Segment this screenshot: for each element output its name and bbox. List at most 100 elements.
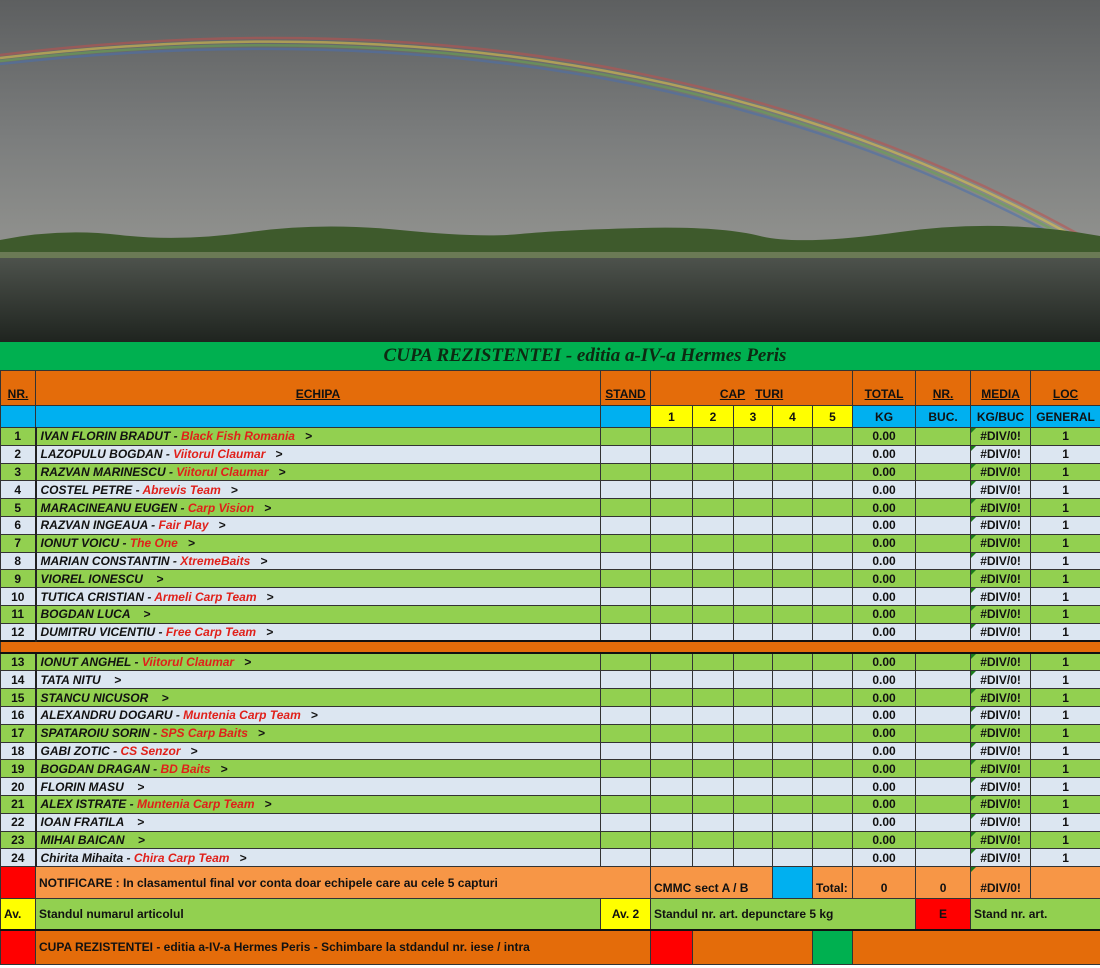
- round-2-cell[interactable]: [692, 622, 734, 642]
- nr-buc-cell[interactable]: [915, 551, 972, 571]
- round-1-cell[interactable]: [650, 741, 693, 761]
- round-3-cell[interactable]: [733, 622, 773, 642]
- round-5-cell[interactable]: [811, 444, 854, 464]
- nr-buc-cell[interactable]: [915, 462, 972, 482]
- round-5-cell[interactable]: [811, 515, 854, 535]
- nr-buc-cell[interactable]: [915, 812, 972, 832]
- round-4-cell[interactable]: [772, 604, 813, 624]
- round-4-cell[interactable]: [772, 652, 813, 672]
- round-5-cell[interactable]: [811, 533, 854, 553]
- round-5-cell[interactable]: [811, 498, 854, 517]
- nr-buc-cell[interactable]: [915, 444, 972, 464]
- nr-buc-cell[interactable]: [915, 759, 972, 779]
- round-5-cell[interactable]: [811, 604, 854, 624]
- round-5-cell[interactable]: [811, 794, 854, 814]
- round-5-cell[interactable]: [811, 652, 854, 672]
- round-2-cell[interactable]: [692, 427, 734, 446]
- round-1-cell[interactable]: [650, 688, 693, 707]
- round-1-cell[interactable]: [650, 759, 693, 779]
- round-4-cell[interactable]: [772, 794, 813, 814]
- round-1-cell[interactable]: [650, 515, 693, 535]
- team-cell[interactable]: ALEX ISTRATE - Muntenia Carp Team >: [34, 794, 601, 814]
- round-4-cell[interactable]: [772, 427, 813, 446]
- nr-buc-cell[interactable]: [915, 830, 972, 850]
- team-cell[interactable]: MIHAI BAICAN >: [34, 830, 601, 850]
- round-3-cell[interactable]: [733, 498, 773, 517]
- round-4-cell[interactable]: [772, 723, 813, 743]
- round-4-cell[interactable]: [772, 848, 813, 868]
- round-4-cell[interactable]: [772, 462, 813, 482]
- stand-cell[interactable]: [600, 498, 651, 517]
- stand-cell[interactable]: [600, 587, 651, 606]
- round-2-cell[interactable]: [692, 741, 734, 761]
- nr-buc-cell[interactable]: [915, 427, 972, 446]
- round-1-cell[interactable]: [650, 622, 693, 642]
- round-2-cell[interactable]: [692, 533, 734, 553]
- round-2-cell[interactable]: [692, 551, 734, 571]
- round-3-cell[interactable]: [733, 462, 773, 482]
- team-cell[interactable]: IONUT ANGHEL - Viitorul Claumar >: [34, 652, 601, 672]
- round-1-cell[interactable]: [650, 444, 693, 464]
- nr-buc-cell[interactable]: [915, 587, 972, 606]
- nr-buc-cell[interactable]: [915, 723, 972, 743]
- round-1-cell[interactable]: [650, 777, 693, 796]
- stand-cell[interactable]: [600, 723, 651, 743]
- stand-cell[interactable]: [600, 604, 651, 624]
- round-3-cell[interactable]: [733, 670, 773, 690]
- round-1-cell[interactable]: [650, 587, 693, 606]
- round-2-cell[interactable]: [692, 480, 734, 500]
- round-3-cell[interactable]: [733, 723, 773, 743]
- round-1-cell[interactable]: [650, 551, 693, 571]
- round-5-cell[interactable]: [811, 688, 854, 707]
- round-3-cell[interactable]: [733, 830, 773, 850]
- round-1-cell[interactable]: [650, 670, 693, 690]
- team-cell[interactable]: IVAN FLORIN BRADUT - Black Fish Romania …: [34, 427, 601, 446]
- round-4-cell[interactable]: [772, 670, 813, 690]
- round-4-cell[interactable]: [772, 444, 813, 464]
- team-cell[interactable]: STANCU NICUSOR >: [34, 688, 601, 707]
- round-2-cell[interactable]: [692, 652, 734, 672]
- round-3-cell[interactable]: [733, 794, 773, 814]
- round-2-cell[interactable]: [692, 794, 734, 814]
- stand-cell[interactable]: [600, 652, 651, 672]
- stand-cell[interactable]: [600, 427, 651, 446]
- team-cell[interactable]: COSTEL PETRE - Abrevis Team >: [34, 480, 601, 500]
- team-cell[interactable]: FLORIN MASU >: [34, 777, 601, 796]
- nr-buc-cell[interactable]: [915, 622, 972, 642]
- stand-cell[interactable]: [600, 705, 651, 725]
- team-cell[interactable]: BOGDAN DRAGAN - BD Baits >: [34, 759, 601, 779]
- stand-cell[interactable]: [600, 670, 651, 690]
- round-1-cell[interactable]: [650, 480, 693, 500]
- round-4-cell[interactable]: [772, 777, 813, 796]
- round-2-cell[interactable]: [692, 830, 734, 850]
- round-2-cell[interactable]: [692, 777, 734, 796]
- round-3-cell[interactable]: [733, 551, 773, 571]
- round-5-cell[interactable]: [811, 587, 854, 606]
- round-2-cell[interactable]: [692, 462, 734, 482]
- nr-buc-cell[interactable]: [915, 604, 972, 624]
- round-2-cell[interactable]: [692, 688, 734, 707]
- team-cell[interactable]: LAZOPULU BOGDAN - Viitorul Claumar >: [34, 444, 601, 464]
- round-3-cell[interactable]: [733, 604, 773, 624]
- round-2-cell[interactable]: [692, 498, 734, 517]
- nr-buc-cell[interactable]: [915, 480, 972, 500]
- round-1-cell[interactable]: [650, 652, 693, 672]
- stand-cell[interactable]: [600, 759, 651, 779]
- round-3-cell[interactable]: [733, 705, 773, 725]
- round-5-cell[interactable]: [811, 480, 854, 500]
- round-5-cell[interactable]: [811, 427, 854, 446]
- round-4-cell[interactable]: [772, 480, 813, 500]
- stand-cell[interactable]: [600, 812, 651, 832]
- round-4-cell[interactable]: [772, 498, 813, 517]
- team-cell[interactable]: GABI ZOTIC - CS Senzor >: [34, 741, 601, 761]
- team-cell[interactable]: RAZVAN INGEAUA - Fair Play >: [34, 515, 601, 535]
- round-4-cell[interactable]: [772, 759, 813, 779]
- round-3-cell[interactable]: [733, 515, 773, 535]
- round-4-cell[interactable]: [772, 705, 813, 725]
- round-1-cell[interactable]: [650, 498, 693, 517]
- round-5-cell[interactable]: [811, 622, 854, 642]
- round-3-cell[interactable]: [733, 480, 773, 500]
- stand-cell[interactable]: [600, 848, 651, 868]
- nr-buc-cell[interactable]: [915, 777, 972, 796]
- round-1-cell[interactable]: [650, 723, 693, 743]
